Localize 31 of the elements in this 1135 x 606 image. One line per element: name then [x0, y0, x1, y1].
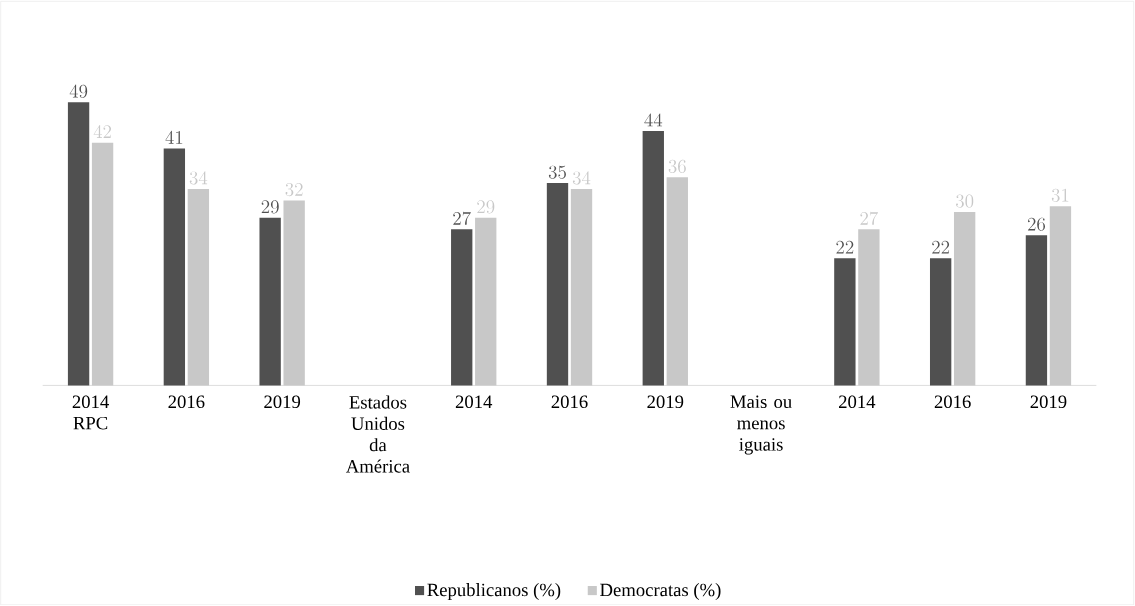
data-label: 49: [69, 84, 88, 99]
data-label: 26: [1027, 217, 1046, 232]
bar: [929, 258, 952, 386]
x-tick-label: 2019: [1030, 395, 1067, 409]
legend-label: Democratas (%): [600, 583, 721, 601]
x-tick-label: 2014: [839, 395, 876, 409]
bar: [834, 258, 856, 386]
x-tick-label: 2019: [264, 395, 301, 409]
bar: [451, 229, 473, 386]
data-label: 44: [644, 113, 663, 127]
data-label: 29: [261, 200, 279, 214]
x-tick-label: Mais ou menos iguais: [730, 395, 792, 455]
x-tick-label: Estados Unidos da América: [345, 395, 410, 473]
x-tick-label: 2014: [455, 395, 493, 409]
legend-label: Republicanos (%): [427, 583, 561, 601]
x-tick-label: 2014 RPC: [72, 395, 109, 430]
x-tick-label: 2019: [647, 395, 684, 409]
x-tick-label: 2016: [168, 395, 205, 409]
bar: [1025, 235, 1048, 386]
data-label: 22: [836, 241, 854, 254]
bar: [67, 102, 90, 386]
data-label: 41: [165, 130, 183, 144]
bar: [259, 218, 281, 386]
data-label: 27: [453, 211, 471, 226]
bar: [546, 183, 569, 386]
x-tick-label: 2016: [551, 395, 588, 409]
data-label: 35: [548, 165, 566, 180]
bar: [163, 148, 186, 386]
bar: [642, 131, 664, 386]
data-label: 22: [932, 241, 950, 254]
x-tick-label: 2016: [934, 395, 971, 409]
